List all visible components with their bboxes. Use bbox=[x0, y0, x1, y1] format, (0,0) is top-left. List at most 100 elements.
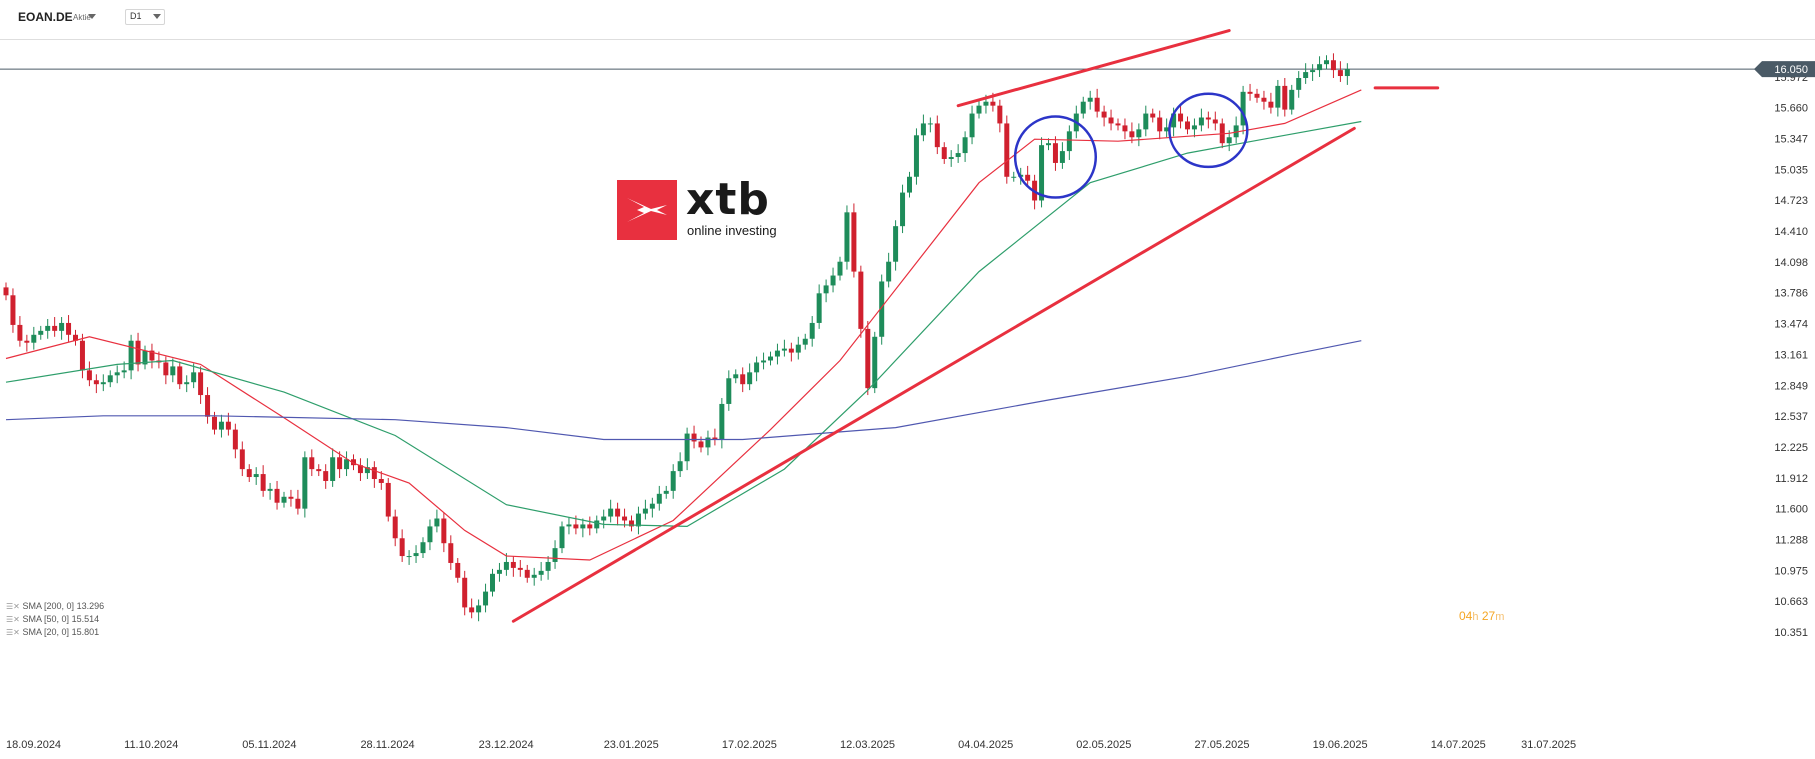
candle-body bbox=[1150, 113, 1156, 118]
candle-body bbox=[232, 429, 238, 450]
candle-body bbox=[566, 524, 572, 527]
candle-body bbox=[768, 356, 773, 361]
timeframe-dropdown-icon bbox=[153, 14, 161, 19]
xtb-logo-mark bbox=[617, 180, 677, 240]
candle-body bbox=[413, 553, 419, 557]
candle-body bbox=[1171, 113, 1177, 128]
candle-body bbox=[1198, 117, 1204, 126]
instrument-type-label: Aktie bbox=[73, 13, 91, 22]
y-tick-label: 13.474 bbox=[1774, 319, 1808, 331]
candle-body bbox=[976, 105, 982, 114]
y-tick-label: 14.098 bbox=[1774, 257, 1808, 269]
candle-body bbox=[872, 336, 878, 389]
support-trendline bbox=[511, 126, 1356, 623]
candle-body bbox=[441, 518, 447, 544]
x-tick-label: 23.12.2024 bbox=[479, 739, 534, 751]
candle-body bbox=[816, 293, 822, 323]
candle-body bbox=[184, 382, 190, 385]
candle-body bbox=[1289, 89, 1295, 110]
candle-body bbox=[274, 488, 280, 503]
legend-value: 15.514 bbox=[71, 614, 100, 624]
candle-body bbox=[1059, 151, 1065, 163]
sma-line-0 bbox=[5, 89, 1362, 561]
candle-body bbox=[622, 516, 628, 521]
candle-body bbox=[629, 520, 634, 527]
current-price-label: 16.050 bbox=[1774, 64, 1808, 76]
timeframe-select[interactable]: D1 bbox=[125, 9, 165, 25]
candle-body bbox=[3, 287, 9, 296]
y-tick-label: 13.786 bbox=[1774, 288, 1808, 300]
indicator-settings-icon[interactable]: ☰✕ bbox=[6, 602, 20, 611]
candle-body bbox=[281, 496, 287, 503]
candle-body bbox=[601, 516, 607, 521]
candle-body bbox=[635, 513, 641, 527]
candle-body bbox=[684, 433, 690, 462]
candle-body bbox=[121, 370, 127, 373]
y-tick-label: 10.663 bbox=[1774, 596, 1808, 608]
candle-body bbox=[663, 490, 669, 494]
current-price-badge bbox=[1754, 61, 1815, 78]
candle-body bbox=[1178, 113, 1184, 122]
candle-body bbox=[1254, 93, 1260, 98]
legend-row-sma50[interactable]: ☰✕ SMA [50, 0] 15.514 bbox=[6, 613, 104, 626]
x-tick-label: 18.09.2024 bbox=[6, 739, 61, 751]
candle-body bbox=[496, 569, 502, 574]
countdown-minutes: 27 bbox=[1481, 609, 1496, 623]
candle-body bbox=[983, 101, 989, 106]
candle-body bbox=[754, 362, 760, 373]
y-tick-label: 15.660 bbox=[1774, 103, 1808, 115]
candle-body bbox=[1233, 125, 1239, 138]
candle-body bbox=[552, 548, 558, 562]
candle-body bbox=[913, 135, 919, 177]
y-tick-label: 12.537 bbox=[1774, 411, 1808, 423]
candle-body bbox=[733, 374, 739, 379]
candle-body bbox=[510, 561, 516, 568]
chart-toolbar: EOAN.DE Aktie D1 bbox=[0, 0, 1815, 34]
candle-body bbox=[253, 474, 259, 478]
timeframe-value: D1 bbox=[130, 11, 142, 21]
candle-body bbox=[1080, 101, 1086, 114]
legend-label: SMA [20, 0] bbox=[22, 627, 70, 637]
candle-body bbox=[608, 508, 614, 517]
countdown-hours-unit: h bbox=[1472, 611, 1479, 623]
candle-body bbox=[677, 461, 683, 472]
indicator-settings-icon[interactable]: ☰✕ bbox=[6, 615, 20, 624]
y-tick-label: 13.161 bbox=[1774, 349, 1808, 361]
candle-body bbox=[399, 538, 405, 557]
candle-body bbox=[1011, 176, 1017, 178]
candle-body bbox=[1268, 101, 1274, 108]
x-tick-label: 27.05.2025 bbox=[1194, 739, 1249, 751]
candle-body bbox=[302, 457, 308, 509]
countdown-hours: 04 bbox=[1459, 609, 1473, 623]
x-tick-label: 28.11.2024 bbox=[360, 739, 414, 751]
x-tick-label: 12.03.2025 bbox=[840, 739, 895, 751]
symbol-dropdown-icon[interactable] bbox=[88, 14, 96, 19]
candle-body bbox=[948, 157, 954, 159]
candle-body bbox=[246, 469, 252, 478]
candle-body bbox=[337, 457, 343, 470]
x-tick-label: 19.06.2025 bbox=[1313, 739, 1368, 751]
candle-body bbox=[476, 605, 482, 613]
y-tick-label: 11.912 bbox=[1775, 473, 1808, 485]
candle-body bbox=[990, 101, 996, 106]
candle-body bbox=[462, 577, 468, 608]
candle-body bbox=[705, 437, 711, 448]
candle-body bbox=[1310, 70, 1316, 73]
legend-row-sma200[interactable]: ☰✕ SMA [200, 0] 13.296 bbox=[6, 600, 104, 613]
legend-row-sma20[interactable]: ☰✕ SMA [20, 0] 15.801 bbox=[6, 626, 104, 639]
x-tick-label: 02.05.2025 bbox=[1076, 739, 1131, 751]
candle-body bbox=[38, 330, 44, 335]
candle-body bbox=[879, 281, 885, 337]
candle-body bbox=[837, 261, 843, 276]
candle-body bbox=[1129, 131, 1135, 138]
highlight-circle-1 bbox=[1168, 92, 1249, 169]
candle-body bbox=[649, 503, 655, 509]
candle-body bbox=[900, 192, 906, 227]
candle-body bbox=[260, 474, 266, 491]
candle-body bbox=[52, 325, 58, 331]
candle-body bbox=[1240, 91, 1246, 126]
symbol-label[interactable]: EOAN.DE bbox=[18, 10, 73, 24]
indicator-settings-icon[interactable]: ☰✕ bbox=[6, 628, 20, 637]
candle-body bbox=[385, 482, 391, 517]
candle-body bbox=[1094, 97, 1100, 112]
